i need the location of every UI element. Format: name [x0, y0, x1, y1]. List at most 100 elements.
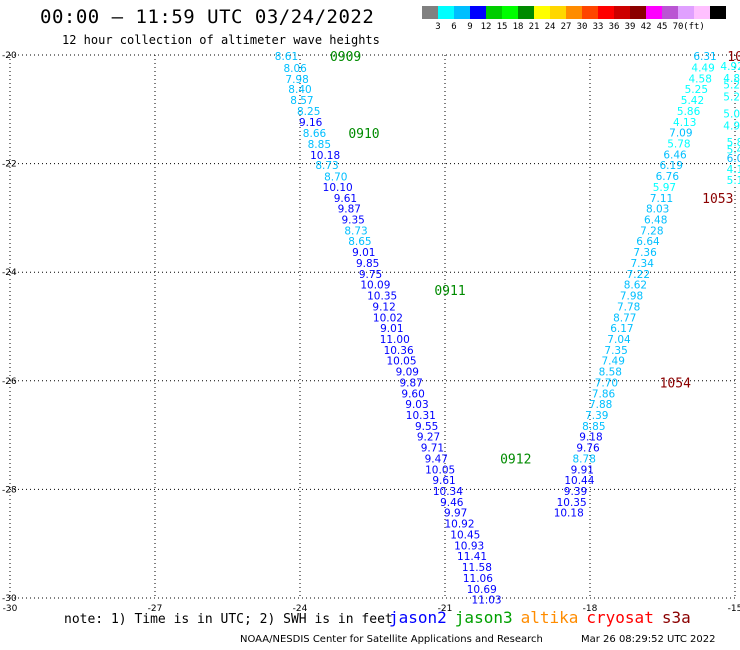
- data-label: 7.09: [669, 128, 692, 140]
- colorbar-label: 21: [528, 22, 540, 32]
- colorbar-swatch: [486, 6, 502, 19]
- pass-time-label: 0911: [434, 284, 465, 299]
- data-label: 5.25: [685, 84, 708, 96]
- page-subtitle: 12 hour collection of altimeter wave hei…: [62, 33, 380, 47]
- data-label: 8.62: [624, 280, 647, 292]
- x-tick-label: -21: [438, 604, 453, 614]
- data-label: 7.39: [585, 410, 608, 422]
- data-label: 7.88: [589, 399, 612, 411]
- pass-time-label: 0909: [330, 50, 361, 65]
- data-label: 8.85: [308, 139, 331, 151]
- data-label: 5.97: [653, 182, 676, 194]
- data-label: 5.8: [727, 137, 740, 149]
- data-label: 9.27: [417, 432, 440, 444]
- y-tick-label: -30: [2, 594, 17, 604]
- satellite-legend: jason2 jason3 altika cryosat s3a: [389, 608, 699, 627]
- data-label: 9.16: [299, 117, 323, 129]
- colorbar-swatch: [422, 6, 438, 19]
- data-label: 9.61: [432, 475, 455, 487]
- y-tick-label: -26: [2, 377, 17, 387]
- data-label: 9.12: [372, 301, 395, 313]
- data-label: 5.27: [723, 79, 740, 91]
- data-label: 8.40: [288, 84, 311, 96]
- satellite-cryosat: cryosat: [586, 608, 654, 627]
- data-label: 7.22: [627, 269, 650, 281]
- data-label: 8.57: [290, 95, 313, 107]
- data-label: 10.44: [564, 475, 594, 487]
- satellite-s3a: s3a: [661, 608, 691, 627]
- data-label: 9.91: [571, 464, 594, 476]
- data-label: 9.55: [415, 421, 438, 433]
- data-label: 9.87: [399, 377, 422, 389]
- data-label: 10.10: [323, 182, 353, 194]
- data-label: 9.60: [401, 388, 424, 400]
- data-label: 7.49: [602, 356, 625, 368]
- colorbar-swatch: [630, 6, 646, 19]
- data-label: 8.85: [582, 421, 605, 433]
- data-label: 4.92: [720, 61, 740, 73]
- data-label: 10.34: [433, 486, 463, 498]
- data-label: 7.36: [633, 247, 657, 259]
- y-tick-label: -22: [2, 160, 17, 170]
- data-label: 8.06: [283, 63, 307, 75]
- colorbar-swatch: [550, 6, 566, 19]
- data-label: 7.70: [595, 377, 618, 389]
- colorbar-label: 3: [435, 22, 441, 32]
- colorbar-swatch: [518, 6, 534, 19]
- data-label: 6.48: [644, 215, 667, 227]
- data-label: 10.18: [554, 508, 584, 520]
- pass-time-label: 105: [727, 50, 740, 65]
- satellite-jason2: jason2: [389, 608, 447, 627]
- data-label: 10.18: [310, 150, 340, 162]
- data-label: 10.05: [425, 464, 455, 476]
- data-label: 9.46: [440, 497, 464, 509]
- data-label: 4.89: [723, 73, 740, 85]
- data-label: 7.28: [640, 225, 663, 237]
- data-label: 4.98: [723, 121, 740, 133]
- generated-date: Mar 26 08:29:52 UTC 2022: [581, 634, 716, 645]
- data-label: 9.85: [356, 258, 379, 270]
- data-label: 8.78: [573, 453, 596, 465]
- colorbar-swatch: [710, 6, 726, 19]
- colorbar-label: 27: [560, 22, 572, 32]
- data-label: 8.73: [315, 160, 338, 172]
- data-label: 7.35: [604, 345, 627, 357]
- data-label: 9.76: [576, 443, 600, 455]
- colorbar-swatch: [582, 6, 598, 19]
- data-label: 7.34: [631, 258, 655, 270]
- colorbar-swatch: [598, 6, 614, 19]
- data-label: 6.0: [727, 153, 740, 165]
- colorbar-label: 24: [544, 22, 556, 32]
- data-label: 9.97: [444, 508, 467, 520]
- colorbar-label: 9: [467, 22, 473, 32]
- data-label: 4.13: [673, 117, 696, 129]
- data-label: 7.11: [650, 193, 673, 205]
- y-tick-label: -20: [2, 51, 17, 61]
- colorbar-swatch: [454, 6, 470, 19]
- data-label: 9.87: [338, 204, 361, 216]
- pass-time-label: 1053: [702, 192, 733, 207]
- data-label: 8.03: [646, 204, 669, 216]
- data-label: 8.58: [599, 367, 622, 379]
- data-label: 11.41: [457, 551, 487, 563]
- page-title: 00:00 – 11:59 UTC 03/24/2022: [40, 6, 375, 28]
- colorbar-swatch: [438, 6, 454, 19]
- data-label: 9.09: [396, 367, 419, 379]
- data-label: 4.58: [689, 73, 712, 85]
- y-tick-label: -28: [2, 485, 17, 495]
- colorbar-swatch: [646, 6, 662, 19]
- data-label: 8.25: [297, 106, 320, 118]
- colorbar-swatch: [614, 6, 630, 19]
- x-tick-label: -24: [293, 604, 308, 614]
- data-label: 6.76: [656, 171, 680, 183]
- data-label: 10.35: [557, 497, 587, 509]
- pass-time-label: 0912: [500, 452, 531, 467]
- pass-time-label: 0910: [348, 127, 379, 142]
- data-label: 8.66: [303, 128, 327, 140]
- colorbar-label: 70: [672, 22, 684, 32]
- colorbar-swatch: [470, 6, 486, 19]
- x-tick-label: -15: [728, 604, 740, 614]
- colorbar-label: 36: [608, 22, 620, 32]
- colorbar-label: 18: [512, 22, 524, 32]
